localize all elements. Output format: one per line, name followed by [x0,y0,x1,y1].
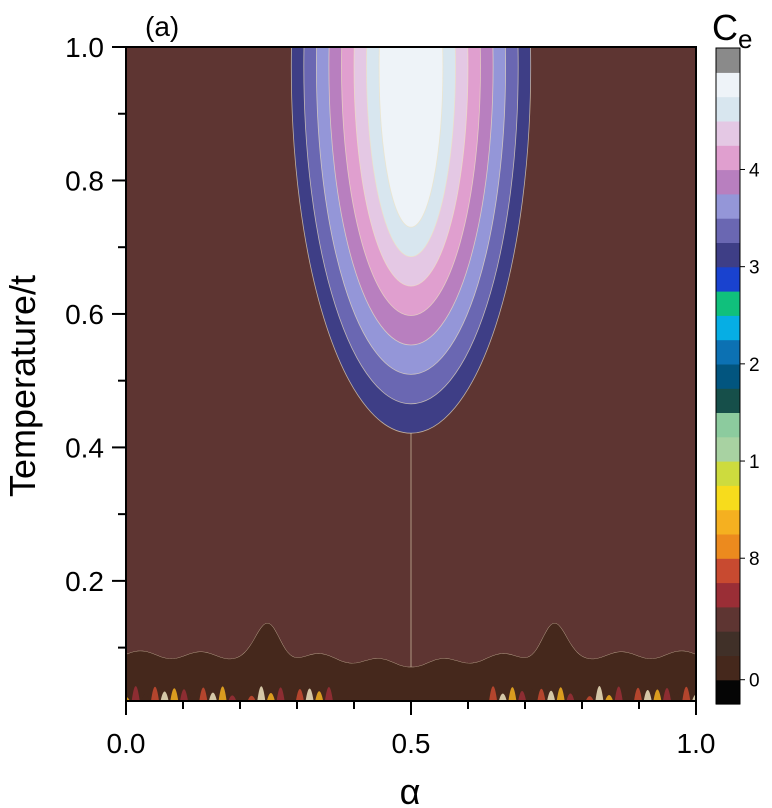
y-axis: 0.2 0.4 0.6 0.8 1.0 [65,32,126,649]
fringe-spike [643,689,652,701]
x-tick-label: 1.0 [677,728,716,759]
colorbar-swatch [716,242,740,268]
colorbar-swatch [716,509,740,535]
colorbar: 0 8 1 2 3 4 [715,47,760,705]
fringe-spike [672,691,681,701]
fringe-spike [257,686,266,701]
fringe-spike [489,686,498,701]
colorbar-tick-label: 0 [749,671,760,692]
colorbar-swatch [716,291,740,316]
fringe-spike [624,692,633,701]
colorbar-swatch [716,339,740,365]
colorbar-swatch [716,218,740,243]
center-band [378,47,444,228]
fringe-spike [208,692,217,701]
fringe-spike [547,690,556,701]
colorbar-swatch [716,485,740,511]
fringe-spike [180,689,188,701]
fringe-spike [189,690,198,701]
y-tick-label: 0.6 [65,299,104,330]
x-axis-label: α [400,771,421,808]
y-axis-label: Temperature/t [2,275,43,497]
colorbar-swatch [716,363,740,389]
fringe-spike [508,687,517,701]
x-axis: 0.0 0.5 1.0 [107,701,716,759]
fringe-spike [595,686,604,701]
colorbar-swatch [716,655,740,681]
fringe-spike [315,691,324,701]
colorbar-tick-label: 8 [749,549,760,570]
fringe-spike [295,689,304,701]
y-tick-label: 0.8 [65,165,104,196]
fringe-spike [218,686,227,701]
fringe-spike [663,688,671,701]
center-lobe-bands [290,47,532,434]
colorbar-swatch [716,436,740,462]
x-tick-label: 0.5 [392,728,431,759]
fringe-spike [199,687,208,701]
fringe-spike [653,689,662,701]
low-temperature-fringe [126,686,696,701]
fringe-spike [305,688,314,701]
plot-area [125,46,697,702]
colorbar-swatch [716,96,740,122]
colorbar-swatch [716,461,740,486]
fringe-spike [527,688,536,701]
colorbar-swatch [716,679,740,705]
colorbar-tick-label: 2 [749,355,760,376]
fringe-spike [576,686,585,701]
colorbar-swatch [716,631,740,656]
colorbar-swatch [716,412,740,438]
fringe-spike [286,690,295,701]
fringe-spike [141,694,150,701]
colorbar-swatch [716,582,740,608]
colorbar-swatch [716,388,740,413]
fringe-spike [151,686,159,701]
colorbar-swatch [716,169,740,195]
colorbar-swatch [716,145,740,171]
colorbar-swatch [716,606,740,632]
y-tick-label: 1.0 [65,32,104,63]
fringe-spike [266,693,275,701]
fringe-spike [556,687,565,701]
colorbar-frame [715,47,741,705]
fringe-spike [498,693,507,701]
colorbar-title-subscript: e [738,24,752,54]
fringe-spike [247,695,256,701]
colorbar-title: Ce [712,7,752,54]
fringe-spike [634,687,642,701]
fringe-spike [160,691,169,701]
colorbar-tick-label: 4 [749,160,760,181]
fringe-spike [682,686,691,701]
y-tick-label: 0.4 [65,432,104,463]
colorbar-tick-label: 1 [749,452,760,473]
fringe-spike [170,688,179,701]
contour-band-lowest [126,623,411,701]
colorbar-swatch [716,193,740,219]
fringe-spike [566,693,575,701]
colorbar-swatch [716,48,740,73]
colorbar-swatch [716,266,740,292]
fringe-spike [131,686,140,701]
fringe-spike [276,687,285,701]
colorbar-swatch [716,558,740,584]
panel-label: (a) [145,11,179,42]
fringe-spike [605,695,614,701]
fringe-spike [585,696,594,701]
x-tick-label: 0.0 [107,728,146,759]
fringe-spike [324,687,333,701]
colorbar-tick-label: 3 [749,258,760,279]
y-tick-label: 0.2 [65,566,104,597]
colorbar-swatch [716,72,740,98]
colorbar-swatch [716,315,740,341]
fringe-spike [518,690,527,701]
fringe-spike [228,695,237,701]
colorbar-title-main: C [712,7,738,48]
fringe-spike [237,686,246,701]
colorbar-swatch [716,120,740,146]
fringe-spike [537,688,546,701]
fringe-spike [614,686,623,701]
colorbar-swatch [716,533,740,559]
